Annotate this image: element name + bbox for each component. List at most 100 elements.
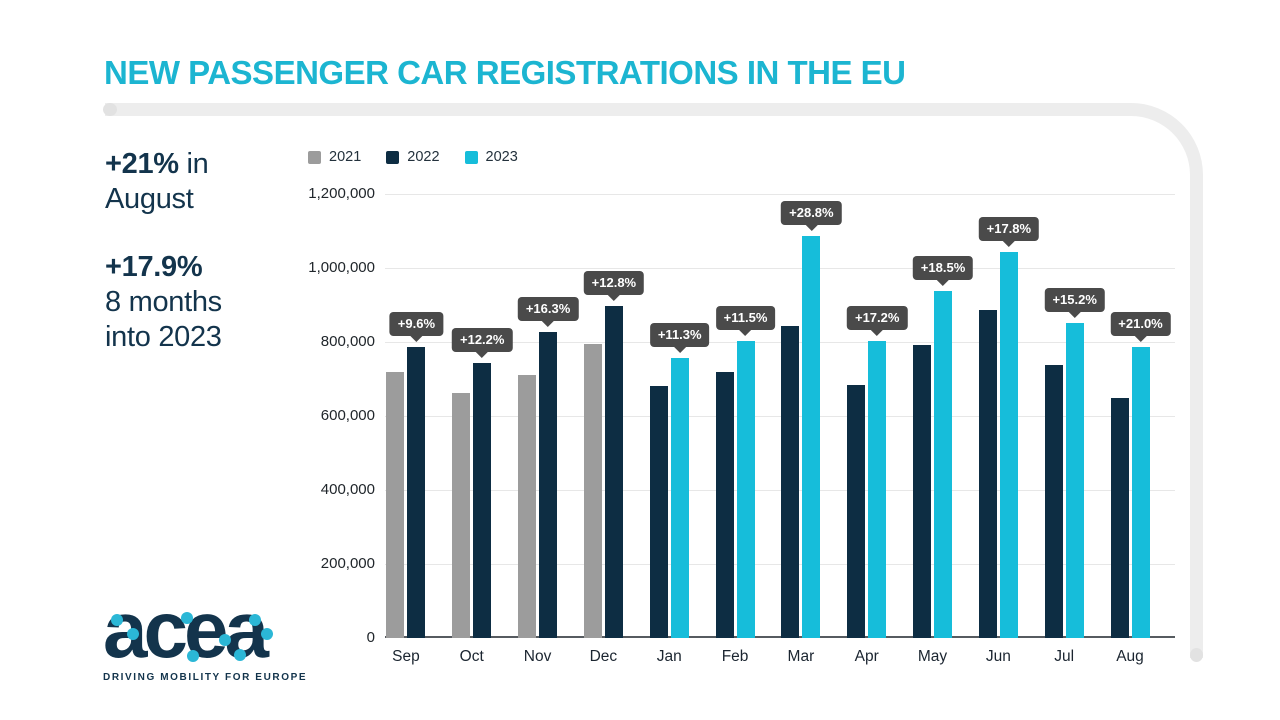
x-axis-month-label: Sep [392, 648, 420, 665]
stat-ytd-line2: 8 months [105, 286, 222, 318]
x-axis-month-label: Jan [656, 648, 682, 665]
pct-change-tooltip: +11.3% [649, 322, 710, 347]
gridline [385, 416, 1175, 417]
bar-2021-oct [452, 392, 471, 638]
gridline [385, 194, 1175, 195]
bar-2023-jan [670, 357, 689, 638]
stat-august-line2: August [105, 183, 194, 215]
bar-2022-oct [473, 362, 492, 638]
bar-2021-nov [518, 374, 537, 638]
bar-chart: 1,200,000 1,000,000 800,000 600,000 400,000 2… [308, 185, 1175, 665]
logo-dot [181, 612, 193, 624]
x-axis-month-label: Feb [721, 648, 749, 665]
pct-change-tooltip: +18.5% [912, 255, 974, 280]
pct-change-tooltip: +28.8% [781, 200, 842, 225]
x-axis-month-label: Jun [985, 648, 1011, 665]
logo-dot [249, 614, 261, 626]
y-axis-tick-label: 0 [366, 629, 375, 646]
pct-change-tooltip: +12.2% [452, 327, 513, 352]
legend-item-2022: 2022 [386, 149, 440, 165]
page-title: NEW PASSENGER CAR REGISTRATIONS IN THE E… [104, 54, 906, 91]
pct-change-tooltip: +11.5% [715, 306, 776, 331]
bar-2023-jul [1065, 323, 1084, 638]
logo-tagline: DRIVING MOBILITY FOR EUROPE [103, 672, 308, 683]
legend-swatch [386, 150, 400, 164]
bar-2022-aug [1110, 397, 1129, 638]
legend-label: 2022 [407, 149, 440, 165]
stat-august-value: +21% [105, 148, 179, 180]
gridline [385, 342, 1175, 343]
bar-2023-jun [999, 251, 1018, 638]
month-group-jan: +11.3% Jan [636, 194, 710, 665]
bar-2022-mar [781, 325, 800, 638]
bar-2022-jun [978, 310, 997, 638]
y-axis-tick-label: 1,200,000 [308, 185, 375, 202]
x-axis-month-label: May [917, 648, 948, 665]
stat-august-suffix: in [178, 148, 209, 180]
y-axis-tick-label: 600,000 [320, 407, 375, 424]
pct-change-tooltip: +16.3% [517, 297, 579, 321]
legend-label: 2023 [485, 149, 518, 165]
bar-2023-feb [736, 341, 755, 638]
pct-change-tooltip: +17.2% [846, 306, 908, 331]
y-axis-tick-label: 800,000 [320, 333, 375, 350]
bar-groups: +9.6% Sep +12.2% Oct +16.3% Nov +12.8% Dec +11.3… [373, 194, 1171, 665]
acea-logo: acea DRIVING MOBILITY FOR EUROPE [103, 590, 308, 684]
logo-dot [187, 650, 199, 662]
logo-dot [219, 634, 231, 646]
pct-change-tooltip: +17.8% [978, 216, 1040, 241]
bar-2023-apr [868, 341, 887, 638]
bar-2023-may [934, 290, 953, 638]
gridline [385, 268, 1175, 269]
acea-wordmark: acea [103, 590, 303, 670]
month-group-apr: +17.2% Apr [834, 194, 908, 665]
chart-legend: 2021 2022 2023 [308, 149, 518, 165]
bar-2022-dec [604, 306, 623, 638]
pct-change-tooltip: +15.2% [1044, 288, 1105, 313]
x-axis-month-label: Mar [787, 648, 815, 665]
month-group-mar: +28.8% Mar [768, 194, 842, 665]
legend-item-2023: 2023 [464, 149, 518, 165]
bar-2021-dec [583, 343, 602, 638]
legend-swatch [308, 150, 321, 164]
stat-august: +21% in August [105, 147, 222, 217]
x-axis-month-label: Jul [1054, 648, 1075, 665]
y-axis-tick-label: 1,000,000 [308, 259, 375, 276]
month-group-oct: +12.2% Oct [439, 194, 513, 665]
pct-change-tooltip: +12.8% [583, 271, 645, 296]
month-group-sep: +9.6% Sep [373, 194, 444, 665]
bar-2022-feb [715, 372, 734, 638]
x-axis-month-label: Nov [523, 648, 552, 665]
stat-ytd-value: +17.9% [105, 251, 203, 283]
pct-change-tooltip: +9.6% [389, 311, 444, 336]
x-axis-month-label: Aug [1116, 648, 1144, 665]
month-group-nov: +16.3% Nov [505, 194, 579, 665]
month-group-aug: +21.0% Aug [1097, 194, 1171, 665]
bar-2022-nov [539, 332, 558, 638]
bar-2022-may [913, 345, 932, 638]
key-stats: +21% in August +17.9% 8 months into 2023 [105, 147, 222, 355]
bar-2021-sep [386, 372, 405, 638]
gridline [385, 490, 1175, 491]
month-group-jul: +15.2% Jul [1031, 194, 1105, 665]
bar-2022-apr [847, 384, 866, 638]
gridline [385, 564, 1175, 565]
logo-dot [127, 628, 139, 640]
stat-ytd-line3: into 2023 [105, 321, 222, 353]
stat-ytd: +17.9% 8 months into 2023 [105, 250, 222, 355]
bar-2023-aug [1131, 346, 1150, 638]
y-axis-tick-label: 400,000 [320, 481, 375, 498]
logo-dot [234, 649, 246, 661]
x-axis-month-label: Oct [459, 648, 484, 665]
legend-label: 2021 [329, 149, 362, 165]
month-group-dec: +12.8% Dec [570, 194, 645, 665]
bar-2022-jul [1044, 364, 1063, 638]
month-group-may: +18.5% May [900, 194, 974, 665]
bar-2022-jan [649, 386, 668, 638]
logo-dot [111, 614, 123, 626]
bar-2023-mar [802, 235, 821, 638]
pct-change-tooltip: +21.0% [1110, 311, 1171, 336]
logo-dot [261, 628, 273, 640]
x-axis-month-label: Apr [854, 648, 879, 665]
